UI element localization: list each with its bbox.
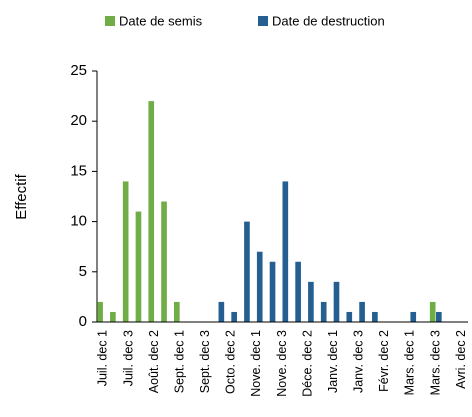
legend-label: Date de semis xyxy=(119,13,203,28)
bar xyxy=(359,301,365,322)
legend-swatch xyxy=(258,16,268,26)
x-tick-label: Mars. dec 1 xyxy=(403,330,417,395)
bar xyxy=(333,281,340,322)
x-tick-label: Févr. dec 2 xyxy=(377,330,391,392)
legend-swatch xyxy=(105,16,115,26)
y-tick-label: 5 xyxy=(79,263,87,280)
y-tick-label: 25 xyxy=(70,62,87,79)
bar xyxy=(256,251,263,322)
bar xyxy=(308,281,314,322)
y-axis-label: Effectif xyxy=(13,173,30,219)
bar xyxy=(148,101,155,323)
bar xyxy=(282,181,289,322)
y-tick-label: 15 xyxy=(70,162,87,179)
bar xyxy=(429,301,436,322)
bar xyxy=(320,301,327,322)
y-tick-label: 10 xyxy=(70,213,87,230)
bar xyxy=(110,311,116,322)
bar xyxy=(174,301,180,322)
legend-label: Date de destruction xyxy=(272,13,385,28)
bar xyxy=(135,211,142,322)
x-tick-label: Août. dec 2 xyxy=(147,330,161,393)
bar xyxy=(122,181,129,322)
x-tick-label: Juil. dec 3 xyxy=(121,330,135,386)
x-tick-label: Avri. dec 2 xyxy=(454,330,468,389)
bar xyxy=(410,311,417,322)
bar xyxy=(231,311,237,322)
bar xyxy=(295,261,301,322)
x-tick-label: Janv. dec 3 xyxy=(352,330,366,393)
x-tick-label: Sept. dec 1 xyxy=(172,330,186,393)
x-tick-label: Janv. dec 1 xyxy=(326,330,340,393)
bar xyxy=(372,311,378,322)
bar xyxy=(269,261,276,322)
x-tick-label: Nove. dec 3 xyxy=(275,330,289,397)
x-tick-label: Nove. dec 1 xyxy=(249,330,263,397)
x-tick-label: Sept. dec 3 xyxy=(198,330,212,393)
x-tick-label: Juil. dec 1 xyxy=(96,330,110,386)
bar xyxy=(244,221,250,322)
x-tick-label: Mars. dec 3 xyxy=(428,330,442,395)
bar xyxy=(161,201,167,322)
x-tick-label: Octo. dec 2 xyxy=(224,330,238,394)
bar xyxy=(218,301,225,322)
y-tick-label: 0 xyxy=(79,313,87,330)
bar xyxy=(97,301,103,322)
bar xyxy=(436,311,442,322)
bar xyxy=(346,311,353,322)
x-tick-label: Déce. dec 2 xyxy=(300,330,314,397)
y-tick-label: 20 xyxy=(70,112,87,129)
